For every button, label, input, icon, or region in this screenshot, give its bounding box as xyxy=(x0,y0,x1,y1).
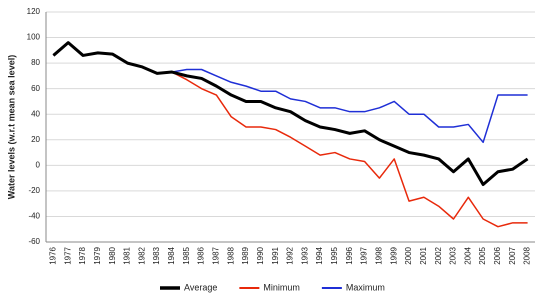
y-tick-label: 100 xyxy=(27,33,41,42)
x-tick-label: 1995 xyxy=(330,246,339,264)
x-tick-label: 1994 xyxy=(315,246,324,264)
y-tick-label: 120 xyxy=(27,7,41,16)
x-tick-label: 1979 xyxy=(93,246,102,264)
x-tick-label: 1983 xyxy=(152,246,161,264)
series-line xyxy=(52,41,528,144)
x-tick-label: 1977 xyxy=(63,246,72,264)
x-tick-label: 1992 xyxy=(286,246,295,264)
x-tick-label: 2008 xyxy=(523,246,532,264)
x-tick-label: 1987 xyxy=(212,246,221,264)
y-tick-label: 80 xyxy=(31,58,40,67)
x-tick-label: 2005 xyxy=(478,246,487,264)
legend-label: Average xyxy=(184,282,217,292)
x-tick-label: 2007 xyxy=(508,246,517,264)
x-tick-label: 1993 xyxy=(300,246,309,264)
x-tick-label: 2003 xyxy=(449,246,458,264)
y-tick-label: -20 xyxy=(28,186,40,195)
legend-label: Minimum xyxy=(263,282,300,292)
x-tick-label: 2006 xyxy=(493,246,502,264)
y-tick-label: 40 xyxy=(31,109,40,118)
x-tick-label: 1991 xyxy=(271,246,280,264)
x-tick-label: 2000 xyxy=(404,246,413,264)
x-tick-label: 1989 xyxy=(241,246,250,264)
y-tick-label: 20 xyxy=(31,135,40,144)
x-tick-label: 1988 xyxy=(226,246,235,264)
x-tick-label: 1984 xyxy=(167,246,176,264)
series-line xyxy=(52,41,528,228)
x-tick-label: 1978 xyxy=(78,246,87,264)
y-tick-label: 60 xyxy=(31,84,40,93)
x-tick-label: 1985 xyxy=(182,246,191,264)
y-tick-label: 0 xyxy=(36,160,41,169)
y-axis-title: Water levels (w.r.t mean sea level) xyxy=(6,55,16,199)
x-tick-label: 1976 xyxy=(49,246,58,264)
x-tick-label: 1999 xyxy=(389,246,398,264)
x-tick-label: 1990 xyxy=(256,246,265,264)
x-tick-label: 1996 xyxy=(345,246,354,264)
x-tick-label: 1982 xyxy=(137,246,146,264)
y-tick-label: -60 xyxy=(28,237,40,246)
legend-label: Maximum xyxy=(346,282,385,292)
y-tick-label: -40 xyxy=(28,212,40,221)
series-line xyxy=(52,41,529,186)
x-tick-label: 1998 xyxy=(375,246,384,264)
x-tick-label: 1980 xyxy=(108,246,117,264)
x-tick-label: 2002 xyxy=(434,246,443,264)
x-tick-label: 2001 xyxy=(419,246,428,264)
x-tick-label: 2004 xyxy=(463,246,472,264)
x-tick-label: 1986 xyxy=(197,246,206,264)
x-tick-label: 1997 xyxy=(360,246,369,264)
x-tick-label: 1981 xyxy=(123,246,132,264)
